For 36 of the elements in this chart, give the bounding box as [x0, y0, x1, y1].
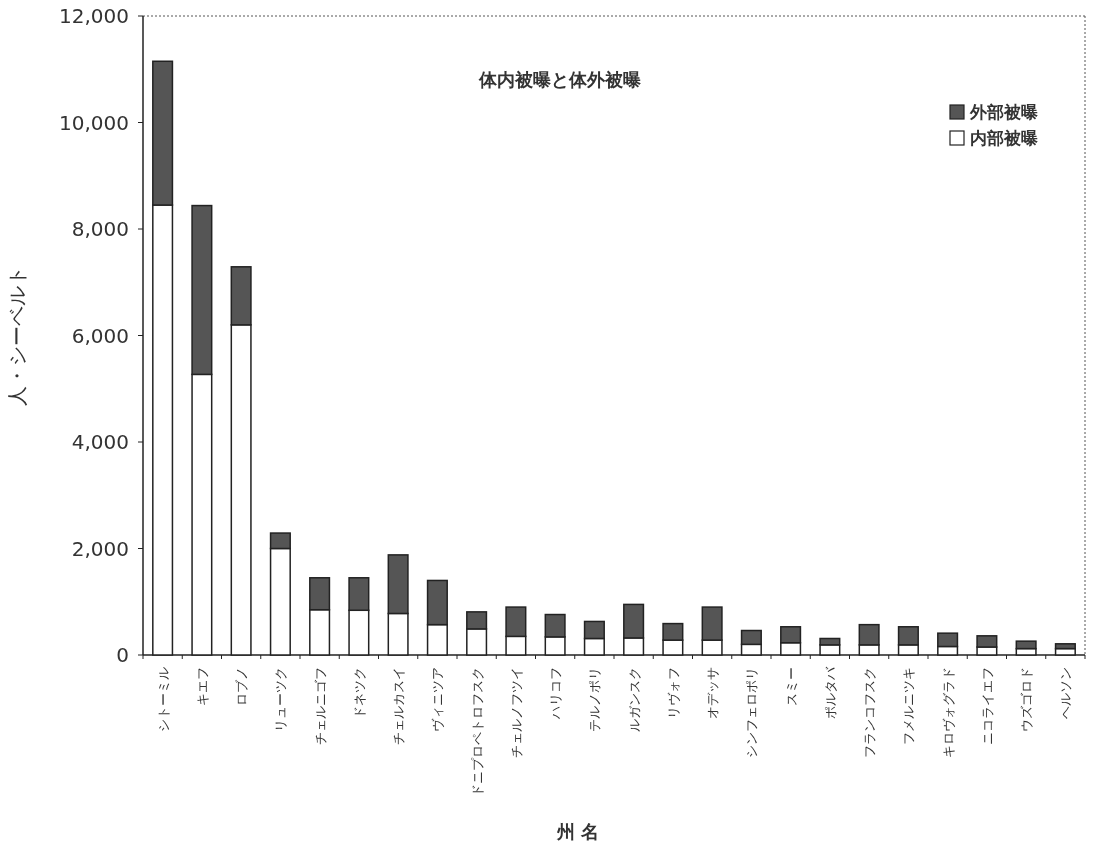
x-tick-label: キエフ [194, 667, 210, 706]
x-tick-label: ポルタバ [822, 666, 838, 719]
x-tick-label: キロヴォグラド [940, 667, 956, 758]
x-tick-label: ルガンスク [626, 667, 642, 732]
x-tick-label: ドニプロペトロフスク [469, 667, 485, 797]
x-tick-label: オデッサ [705, 667, 721, 719]
y-tick-label: 10,000 [59, 110, 129, 135]
y-tick-label: 6,000 [71, 323, 129, 348]
legend-label: 外部被曝 [969, 102, 1038, 122]
x-tick-label: チェルカスイ [391, 667, 407, 745]
x-tick-label: リヴォフ [665, 667, 681, 719]
legend-label: 内部被曝 [970, 128, 1038, 148]
y-tick-label: 0 [116, 643, 129, 667]
x-tick-label: リューツク [273, 667, 289, 732]
x-tick-label: シンフェロポリ [744, 667, 760, 758]
y-tick-label: 2,000 [71, 536, 129, 561]
x-tick-label: ハリコフ [548, 667, 564, 720]
x-tick-label: スミー [783, 667, 799, 706]
x-tick-label: チェルニゴフ [312, 667, 328, 745]
x-tick-label: フメルニツキ [901, 667, 917, 745]
x-tick-label: ヘルソン [1058, 667, 1074, 719]
x-tick-label: チェルノフツイ [508, 667, 524, 758]
y-tick-label: 8,000 [71, 217, 129, 241]
x-tick-label: テルノポリ [587, 667, 603, 732]
y-tick-label: 12,000 [59, 4, 129, 28]
x-tick-label: ヴィニツア [430, 667, 446, 732]
x-axis-title: 州 名 [555, 821, 600, 842]
y-tick-label: 4,000 [71, 430, 129, 454]
x-tick-label: ニコライエフ [979, 667, 995, 745]
text: 体内被曝と体外被曝 [478, 69, 641, 90]
x-tick-label: ドネツク [351, 667, 367, 719]
x-tick-label: ウズゴロド [1019, 667, 1035, 732]
x-tick-label: ロブノ [234, 667, 250, 706]
x-tick-label: シトーミル [155, 667, 171, 732]
y-axis-title: 人・シーベルト [5, 265, 29, 406]
x-tick-label: フランコフスク [862, 667, 878, 758]
